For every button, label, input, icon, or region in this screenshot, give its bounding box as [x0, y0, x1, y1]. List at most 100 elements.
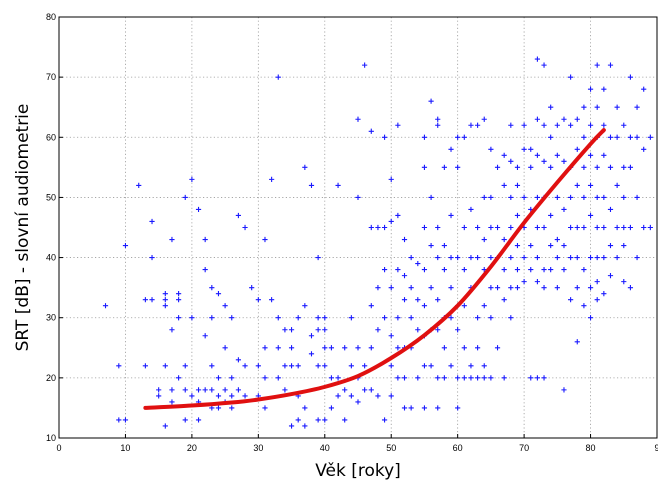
- data-point: [388, 218, 394, 225]
- data-point: [355, 399, 361, 405]
- data-point: [561, 116, 567, 122]
- data-point: [421, 164, 428, 170]
- data-point: [195, 417, 202, 423]
- data-point: [514, 182, 521, 188]
- data-point: [362, 62, 368, 68]
- data-point: [634, 134, 640, 140]
- data-point: [395, 212, 401, 219]
- data-point: [614, 254, 620, 261]
- data-point: [229, 375, 235, 381]
- data-point: [627, 164, 634, 170]
- data-point: [468, 375, 474, 381]
- data-point: [215, 405, 222, 411]
- data-point: [381, 224, 388, 231]
- data-point: [475, 375, 481, 381]
- data-point: [348, 363, 354, 369]
- data-point: [169, 399, 175, 405]
- data-point: [548, 242, 554, 249]
- data-point: [621, 122, 627, 128]
- data-point: [501, 375, 507, 381]
- data-point: [587, 122, 594, 128]
- data-point: [494, 224, 501, 231]
- data-point: [561, 387, 567, 393]
- data-point: [295, 417, 301, 423]
- data-point: [348, 315, 354, 321]
- data-point: [176, 291, 182, 297]
- data-point: [428, 242, 434, 249]
- data-point: [621, 194, 627, 201]
- data-point: [209, 363, 215, 369]
- data-point: [494, 285, 501, 291]
- data-point: [521, 254, 527, 261]
- data-point: [488, 146, 494, 152]
- data-point: [275, 345, 281, 351]
- data-point: [235, 387, 241, 393]
- data-point: [581, 194, 587, 201]
- data-point: [242, 363, 248, 369]
- data-point: [534, 254, 540, 261]
- data-point: [262, 345, 268, 351]
- data-point: [209, 405, 215, 411]
- data-point: [461, 224, 467, 231]
- data-point: [322, 315, 328, 321]
- data-point: [455, 327, 461, 333]
- data-point: [601, 122, 607, 128]
- data-point: [548, 104, 554, 110]
- data-point: [215, 375, 222, 381]
- y-tick-label: 70: [46, 72, 56, 82]
- data-point: [375, 224, 381, 231]
- data-point: [594, 297, 600, 303]
- data-point: [594, 62, 600, 68]
- data-point: [182, 417, 188, 423]
- x-tick-label: 80: [586, 443, 596, 453]
- data-point: [594, 194, 600, 201]
- data-point: [601, 86, 607, 92]
- data-point: [282, 327, 288, 333]
- data-point: [488, 254, 494, 261]
- data-point: [641, 86, 647, 92]
- data-point: [594, 254, 600, 261]
- data-point: [514, 212, 521, 219]
- data-point: [408, 315, 414, 321]
- data-point: [149, 297, 155, 303]
- data-point: [475, 345, 481, 351]
- data-point: [295, 363, 301, 369]
- y-tick-label: 50: [46, 192, 56, 202]
- data-point: [614, 224, 620, 231]
- data-point: [215, 393, 222, 399]
- data-point: [222, 345, 228, 351]
- data-point: [594, 279, 600, 285]
- data-point: [302, 164, 308, 170]
- data-point: [401, 405, 408, 411]
- data-point: [561, 242, 567, 249]
- data-point: [461, 267, 467, 273]
- data-point: [421, 363, 428, 369]
- data-point: [647, 224, 653, 231]
- data-point: [587, 212, 594, 219]
- data-point: [435, 327, 441, 333]
- data-point: [421, 303, 428, 309]
- data-point: [607, 273, 614, 279]
- y-tick-label: 80: [46, 12, 56, 22]
- data-point: [242, 393, 248, 399]
- data-point: [455, 134, 461, 140]
- data-point: [388, 285, 394, 291]
- data-point: [475, 122, 481, 128]
- data-point: [541, 122, 547, 128]
- data-point: [189, 315, 195, 321]
- data-point: [441, 164, 447, 170]
- data-point: [607, 134, 614, 140]
- data-point: [448, 212, 454, 219]
- data-point: [541, 375, 547, 381]
- data-point: [401, 297, 408, 303]
- data-point: [342, 417, 348, 423]
- data-point: [528, 242, 534, 249]
- data-point: [541, 158, 547, 164]
- data-point: [581, 104, 587, 110]
- data-point: [627, 224, 634, 231]
- data-point: [288, 327, 295, 333]
- data-point: [255, 297, 261, 303]
- data-point: [156, 387, 162, 393]
- data-point: [328, 345, 335, 351]
- data-point: [182, 194, 188, 201]
